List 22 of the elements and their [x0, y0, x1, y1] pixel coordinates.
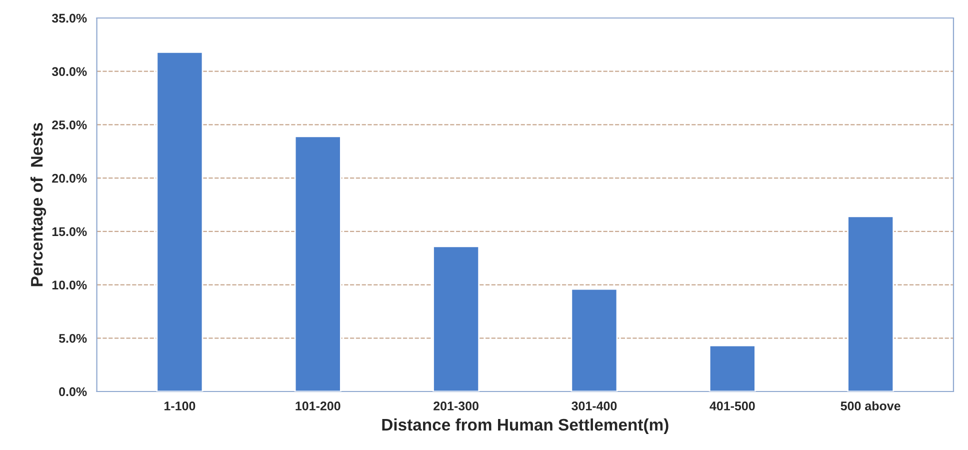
- y-tick-label: 15.0%: [52, 227, 87, 236]
- bar: [708, 344, 756, 392]
- y-tick-label: 5.0%: [58, 334, 87, 343]
- x-axis-title: Distance from Human Settlement(m): [382, 418, 668, 434]
- bar: [156, 51, 204, 392]
- bar: [570, 288, 618, 392]
- y-tick-label: 20.0%: [52, 174, 87, 183]
- bar: [847, 216, 894, 392]
- y-axis-title: Percentage of Nests: [30, 122, 46, 286]
- y-tick-label: 35.0%: [52, 14, 87, 23]
- x-tick-label: 500 above: [840, 401, 900, 410]
- y-tick-label: 30.0%: [52, 67, 87, 76]
- x-tick-label: 301-400: [572, 402, 617, 410]
- y-tick-label: 25.0%: [52, 120, 87, 130]
- x-tick-label: 101-200: [296, 402, 340, 410]
- y-tick-label: 0.0%: [59, 387, 87, 396]
- x-tick-label: 1-100: [164, 402, 196, 410]
- x-tick-label: 401-500: [710, 402, 755, 410]
- bar: [432, 246, 480, 392]
- bar: [294, 136, 342, 392]
- y-tick-label: 10.0%: [52, 280, 87, 290]
- x-tick-label: 201-300: [434, 402, 478, 410]
